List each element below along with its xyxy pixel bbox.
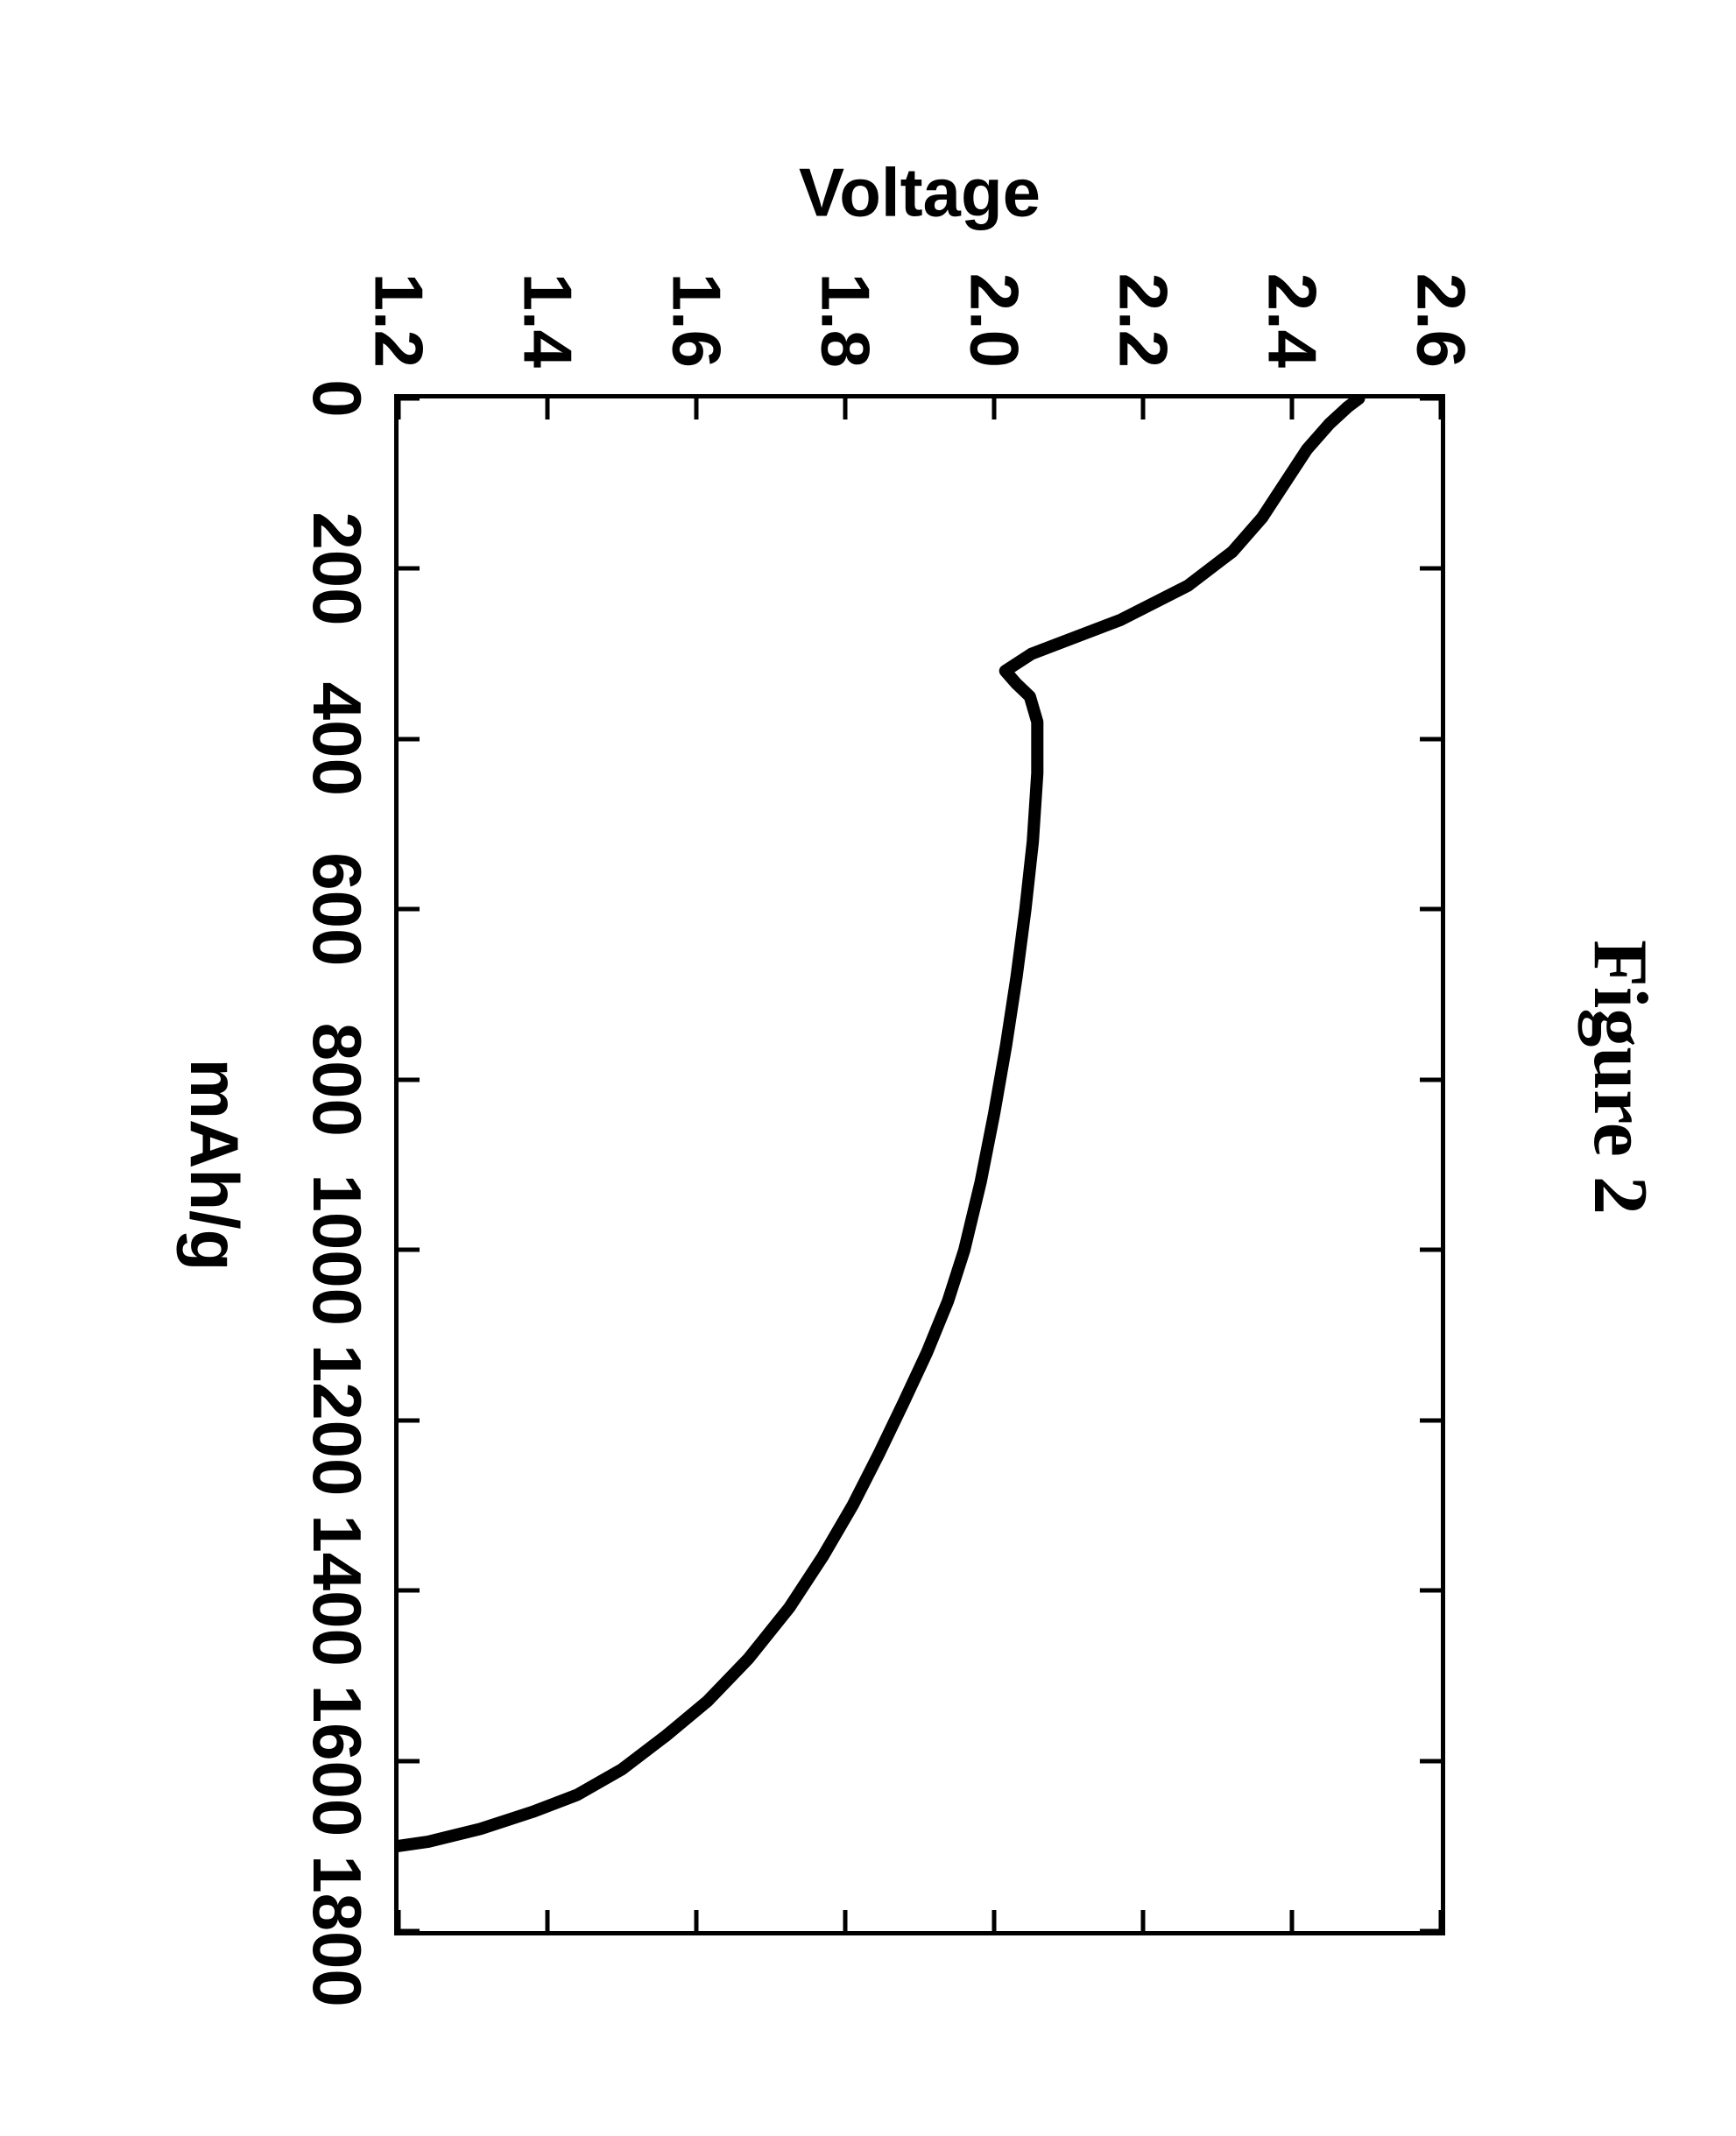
y-tick-mark — [1290, 398, 1295, 419]
x-tick-label: 1000 — [297, 1174, 377, 1326]
x-tick-label: 200 — [297, 511, 377, 625]
x-axis-label: mAh/g — [174, 1059, 254, 1272]
x-tick-mark — [1420, 1248, 1441, 1252]
x-tick-mark — [1420, 1077, 1441, 1082]
y-tick-mark — [1290, 1910, 1295, 1931]
x-tick-label: 1800 — [297, 1855, 377, 2007]
x-tick-mark — [399, 1759, 420, 1763]
x-tick-label: 800 — [297, 1023, 377, 1137]
x-tick-mark — [1420, 1589, 1441, 1593]
y-tick-label: 2.0 — [955, 273, 1034, 368]
y-tick-mark — [1141, 398, 1146, 419]
x-tick-label: 1200 — [297, 1344, 377, 1497]
discharge-curve-svg — [399, 398, 1441, 1931]
figure-rotation-wrap: Figure 2 Voltage mAh/g 1.2 1.4 1.6 1.8 2.0 2.… — [140, 105, 1664, 2049]
x-tick-mark — [399, 1248, 420, 1252]
x-tick-mark — [1420, 567, 1441, 571]
x-tick-mark — [399, 1077, 420, 1082]
y-tick-label: 1.6 — [657, 273, 737, 368]
x-tick-mark — [1420, 1929, 1441, 1934]
x-tick-label: 1600 — [297, 1685, 377, 1837]
y-tick-mark — [695, 1910, 699, 1931]
y-tick-mark — [397, 1910, 401, 1931]
y-tick-mark — [695, 398, 699, 419]
y-tick-label: 1.2 — [359, 273, 439, 368]
y-tick-mark — [843, 398, 848, 419]
y-tick-mark — [1439, 398, 1443, 419]
y-tick-mark — [843, 1910, 848, 1931]
x-tick-mark — [399, 907, 420, 912]
x-tick-mark — [399, 1418, 420, 1422]
x-tick-mark — [1420, 907, 1441, 912]
y-tick-mark — [397, 398, 401, 419]
y-tick-mark — [1141, 1910, 1146, 1931]
figure: Figure 2 Voltage mAh/g 1.2 1.4 1.6 1.8 2.0 2.… — [140, 105, 1664, 2049]
y-tick-mark — [546, 1910, 550, 1931]
y-tick-label: 2.2 — [1104, 273, 1183, 368]
figure-title: Figure 2 — [1576, 105, 1664, 2049]
y-axis-label: Voltage — [799, 153, 1041, 233]
y-tick-mark — [1439, 1910, 1443, 1931]
x-tick-mark — [399, 1589, 420, 1593]
x-tick-mark — [1420, 1759, 1441, 1763]
x-tick-mark — [399, 737, 420, 741]
x-tick-label: 1400 — [297, 1514, 377, 1667]
y-tick-mark — [546, 398, 550, 419]
x-tick-label: 0 — [297, 379, 377, 417]
x-tick-mark — [399, 1929, 420, 1934]
x-tick-label: 400 — [297, 682, 377, 796]
y-tick-label: 2.6 — [1401, 273, 1481, 368]
x-tick-mark — [399, 567, 420, 571]
y-tick-mark — [992, 398, 997, 419]
x-tick-mark — [1420, 1418, 1441, 1422]
x-tick-mark — [1420, 737, 1441, 741]
y-tick-label: 2.4 — [1253, 273, 1332, 368]
x-tick-mark — [1420, 397, 1441, 401]
y-tick-mark — [992, 1910, 997, 1931]
x-tick-mark — [399, 397, 420, 401]
y-tick-label: 1.4 — [508, 273, 588, 368]
page-root: Figure 2 Voltage mAh/g 1.2 1.4 1.6 1.8 2.0 2.… — [0, 0, 1736, 2136]
plot-area — [394, 394, 1445, 1935]
discharge-curve-line — [399, 398, 1359, 1846]
y-tick-label: 1.8 — [806, 273, 886, 368]
x-tick-label: 600 — [297, 852, 377, 966]
